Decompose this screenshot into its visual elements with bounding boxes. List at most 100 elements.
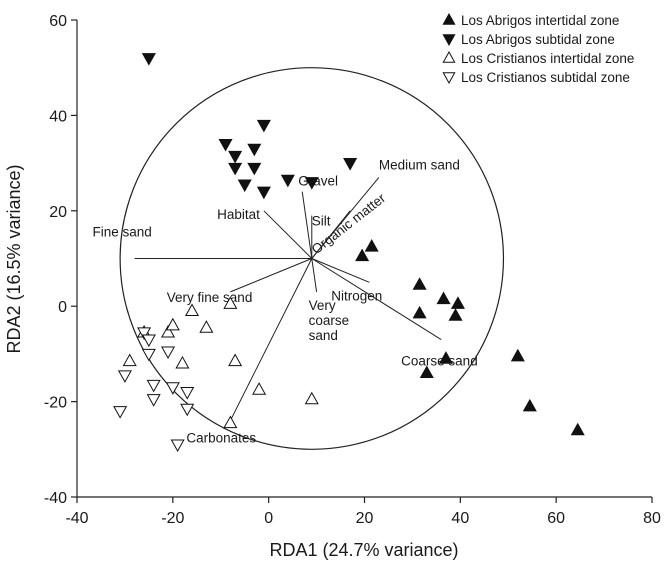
data-point [180, 403, 195, 417]
y-tick-label: 60 [49, 13, 67, 30]
data-point [228, 150, 243, 164]
vector-very-coarse-sand [311, 258, 318, 292]
y-tick-label: -40 [44, 490, 67, 507]
x-axis-title: RDA1 (24.7% variance) [269, 540, 458, 560]
data-point [419, 365, 434, 379]
vector-label-line: Very [309, 298, 336, 313]
data-point [304, 391, 319, 405]
sample-points [113, 53, 585, 453]
legend-marker [442, 50, 456, 63]
data-point [184, 303, 200, 317]
vector-label-very-fine-sand: Very fine sand [167, 290, 253, 305]
legend-marker [442, 12, 456, 25]
data-point [223, 296, 238, 309]
data-point [137, 327, 152, 340]
data-point [161, 324, 176, 338]
data-point [141, 334, 156, 348]
data-point [510, 348, 525, 362]
x-tick-label: 60 [547, 510, 565, 527]
data-point [256, 186, 271, 200]
x-tick-label: 0 [264, 510, 273, 527]
data-point [304, 177, 319, 190]
data-point [412, 305, 427, 319]
series-los-abrigos-intertidal-zone [355, 239, 585, 436]
data-point [438, 351, 453, 364]
data-point [141, 348, 156, 362]
data-point [141, 53, 156, 66]
x-tick-label: 20 [356, 510, 374, 527]
plot-axes [71, 19, 653, 503]
data-point [448, 308, 463, 321]
legend-label: Los Abrigos subtidal zone [461, 32, 615, 47]
data-point [161, 346, 176, 360]
vector-label-habitat: Habitat [217, 207, 260, 222]
data-point [146, 394, 161, 407]
vector-carbonates [229, 258, 313, 421]
y-tick-label: -20 [44, 395, 67, 412]
vector-habitat [263, 210, 313, 259]
vector-label-gravel: Gravel [298, 174, 338, 189]
vector-label-fine-sand: Fine sand [93, 225, 152, 240]
vector-label-coarse-sand: Coarse sand [401, 354, 478, 369]
data-point [256, 119, 271, 133]
vector-coarse-sand [311, 258, 442, 341]
vector-label-medium-sand: Medium sand [379, 157, 460, 172]
data-point [252, 382, 267, 395]
data-point [247, 143, 262, 157]
data-point [223, 415, 238, 429]
data-point [199, 320, 214, 333]
vector-very-fine-sand [230, 258, 312, 293]
series-los-abrigos-subtidal-zone [141, 53, 358, 200]
data-point [450, 296, 465, 309]
vector-label-line: sand [309, 328, 338, 343]
legend: Los Abrigos intertidal zone Los Abrigos s… [442, 12, 634, 85]
equilibrium-circle-outline [119, 67, 505, 450]
y-tick-label: 40 [49, 108, 67, 125]
data-point [355, 248, 370, 262]
data-point [117, 370, 132, 383]
tick-labels: -40 -20 0 20 40 60 80 -40 -20 0 20 40 60 [44, 13, 661, 527]
legend-label: Los Cristianos intertidal zone [461, 51, 634, 66]
data-point [122, 353, 137, 367]
data-point [237, 179, 252, 193]
vector-nitrogen [311, 258, 370, 283]
vector-label-silt: Silt [312, 214, 331, 229]
x-tick-label: 40 [451, 510, 469, 527]
data-point [522, 398, 537, 412]
x-tick-label: -40 [65, 510, 88, 527]
data-point [280, 174, 295, 188]
x-tick-label: 80 [643, 510, 661, 527]
vector-label-line: coarse [309, 313, 350, 328]
data-point [228, 353, 243, 367]
y-tick-label: 0 [58, 299, 67, 316]
legend-marker [442, 72, 456, 85]
series-los-cristianos-intertidal-zone [122, 296, 319, 429]
vector-organic-matter [311, 210, 351, 259]
vector-label-nitrogen: Nitrogen [331, 288, 382, 303]
data-point [218, 138, 233, 152]
data-point [570, 422, 585, 436]
vector-label-carbonates: Carbonates [186, 431, 256, 446]
data-point [165, 382, 180, 395]
data-point [247, 162, 262, 176]
data-point [165, 317, 180, 331]
vector-label-very-coarse-sand: Very coarse sand [309, 298, 350, 343]
equilibrium-circle [119, 67, 505, 450]
vector-gravel [301, 191, 313, 259]
legend-label: Los Cristianos subtidal zone [461, 70, 630, 85]
data-point [170, 439, 185, 453]
data-point [175, 355, 190, 369]
series-los-cristianos-subtidal-zone [113, 327, 195, 453]
legend-marker [442, 34, 456, 47]
data-point [113, 406, 128, 419]
x-tick-label: -20 [161, 510, 184, 527]
y-tick-label: 20 [49, 204, 67, 221]
data-point [412, 277, 427, 290]
data-point [228, 162, 243, 176]
data-point [364, 239, 379, 252]
data-point [436, 291, 451, 305]
data-point [146, 379, 161, 393]
y-axis-title: RDA2 (16.5% variance) [4, 164, 24, 353]
